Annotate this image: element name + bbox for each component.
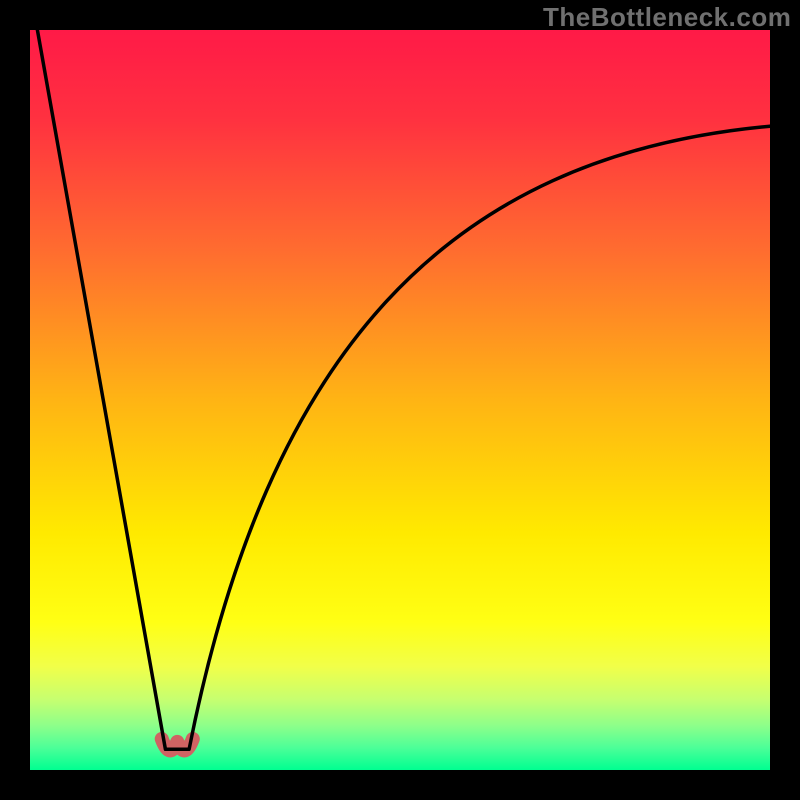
chart-svg <box>30 30 770 770</box>
watermark-text: TheBottleneck.com <box>543 2 791 33</box>
gradient-background <box>30 30 770 770</box>
chart-frame <box>30 30 770 770</box>
